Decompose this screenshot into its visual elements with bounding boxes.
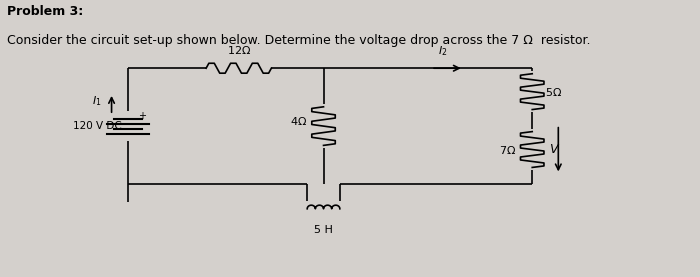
- Text: 5$\Omega$: 5$\Omega$: [545, 86, 562, 98]
- Text: 12$\Omega$: 12$\Omega$: [227, 44, 251, 56]
- Text: 7$\Omega$: 7$\Omega$: [499, 143, 516, 155]
- Text: V: V: [549, 143, 557, 156]
- Text: 4$\Omega$: 4$\Omega$: [290, 115, 307, 127]
- Text: $I_1$: $I_1$: [92, 94, 102, 108]
- Text: 5 H: 5 H: [314, 225, 333, 235]
- Text: +: +: [138, 111, 146, 120]
- Text: Problem 3:: Problem 3:: [7, 5, 83, 18]
- Text: Consider the circuit set-up shown below. Determine the voltage drop across the 7: Consider the circuit set-up shown below.…: [7, 34, 591, 47]
- Text: $I_2$: $I_2$: [438, 44, 447, 58]
- Text: 120 V DC: 120 V DC: [73, 121, 121, 131]
